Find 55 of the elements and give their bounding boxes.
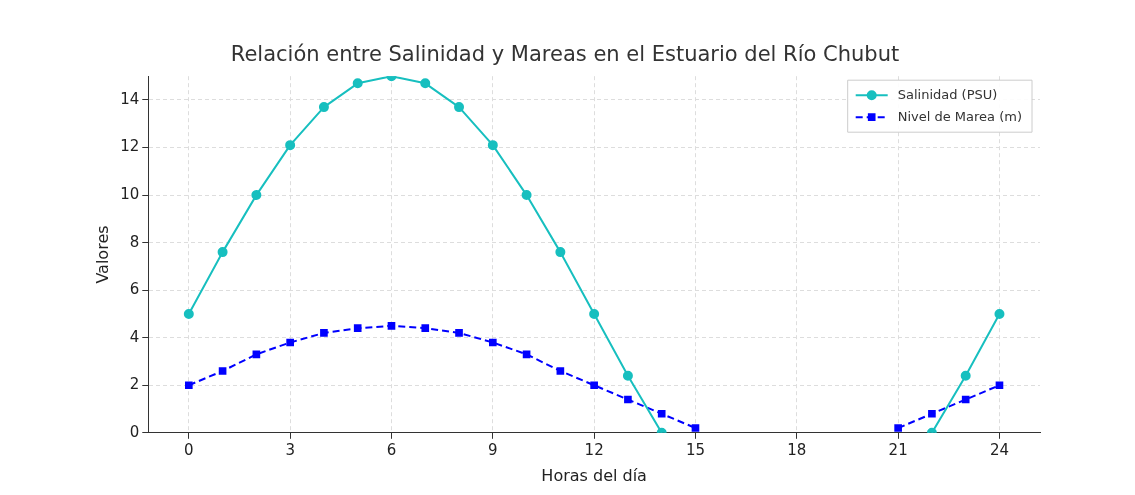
point [184, 381, 193, 390]
y-tick-label: 10 [120, 184, 140, 203]
point [320, 329, 328, 337]
x-tick-label: 15 [685, 440, 706, 459]
x-tick-label: 21 [888, 440, 908, 459]
point [556, 367, 565, 375]
x-tick-label: 24 [989, 440, 1010, 459]
point [455, 329, 463, 337]
y-tick-label: 8 [129, 232, 140, 251]
point [217, 247, 228, 258]
point [421, 324, 430, 333]
point [352, 78, 363, 89]
point [961, 395, 970, 404]
point [420, 78, 431, 89]
point [353, 324, 362, 333]
point [622, 370, 633, 381]
point [960, 370, 971, 381]
point [387, 321, 396, 330]
point [555, 247, 566, 258]
point [590, 381, 598, 390]
point [657, 409, 666, 418]
point [454, 102, 465, 113]
x-tick-label: 0 [184, 440, 194, 459]
point [894, 424, 902, 432]
point [624, 395, 632, 404]
point [318, 102, 329, 113]
point [691, 424, 700, 432]
point [521, 190, 532, 201]
point [928, 409, 936, 418]
point [589, 308, 600, 319]
point [994, 308, 1005, 319]
y-tick-label: 14 [120, 89, 140, 108]
y-tick-label: 6 [129, 280, 140, 299]
y-tick-label: 2 [129, 375, 140, 394]
x-tick-label: 6 [386, 440, 397, 459]
x-axis-title: Horas del día [541, 465, 647, 485]
point [218, 367, 227, 375]
point [487, 140, 498, 151]
x-tick-label: 18 [787, 440, 807, 459]
y-tick-label: 12 [120, 137, 140, 156]
x-tick-label: 9 [488, 440, 498, 459]
x-tick-label: 12 [584, 440, 604, 459]
y-axis-title: Valores [92, 225, 112, 284]
point [183, 308, 194, 319]
point [285, 140, 296, 151]
point [286, 338, 294, 347]
point [488, 338, 497, 347]
legend-label: Salinidad (PSU) [897, 86, 998, 102]
legend-label: Nivel de Marea (m) [897, 108, 1023, 124]
point [251, 190, 262, 201]
y-tick-label: 4 [129, 327, 140, 346]
point [995, 381, 1004, 390]
y-tick-label: 0 [129, 422, 140, 441]
chart-title: Relación entre Salinidad y Mareas en el Estuario del Río Chubut [230, 42, 900, 67]
x-tick-label: 3 [285, 440, 295, 459]
